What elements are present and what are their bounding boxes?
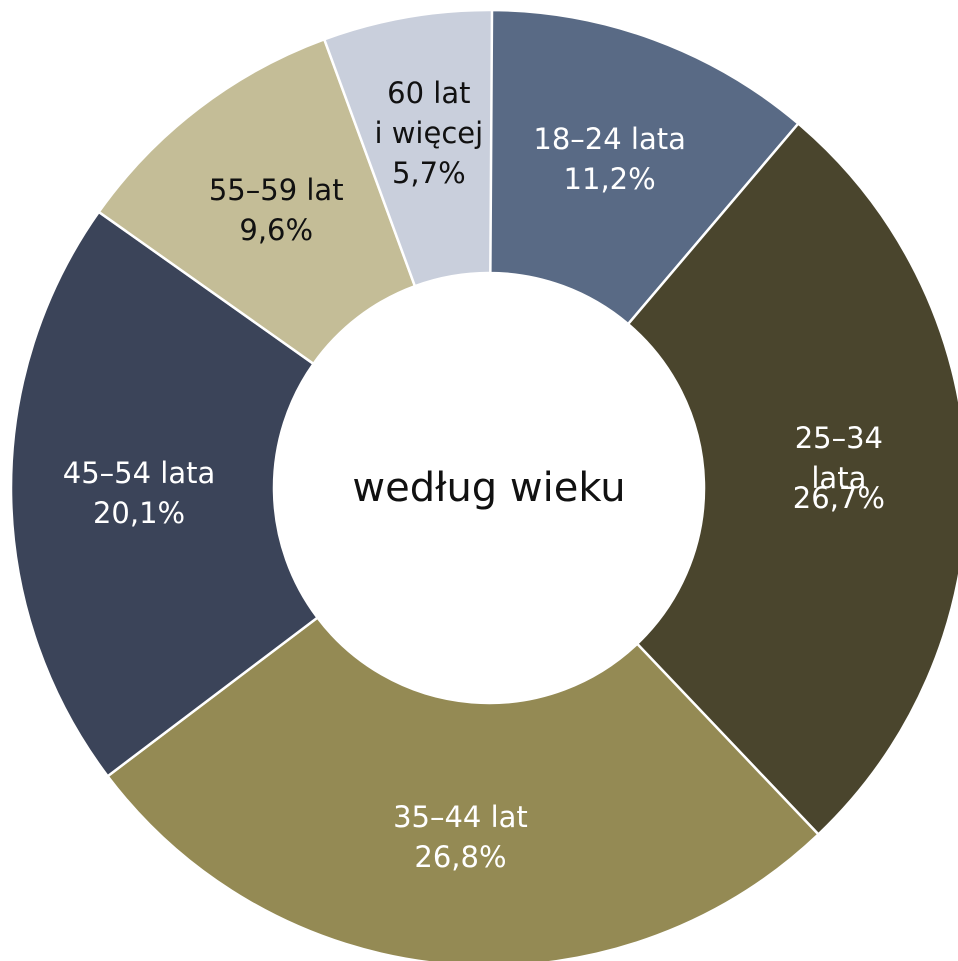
segment [322,8,494,288]
value-label: 26,7% [792,481,885,516]
segment-label: 18–24 lata [533,122,686,157]
segment-label: 60 lat i więcej [374,76,484,151]
segment [626,121,958,837]
segment-label: 25–34 lata [794,421,884,496]
segment [97,37,417,366]
value-label: 9,6% [239,213,314,248]
segment-label: 45–54 lata [62,456,216,491]
segment-label: 35–44 lat [393,799,528,834]
segment-label: 55–59 lat [208,173,344,208]
value-label: 11,2% [563,162,656,197]
segment [105,615,821,961]
chart-title: według wieku [352,465,626,511]
value-label: 20,1% [92,496,186,531]
segment [487,8,801,326]
value-label: 26,8% [414,839,507,874]
value-label: 5,7% [391,156,466,191]
segment [9,210,320,778]
